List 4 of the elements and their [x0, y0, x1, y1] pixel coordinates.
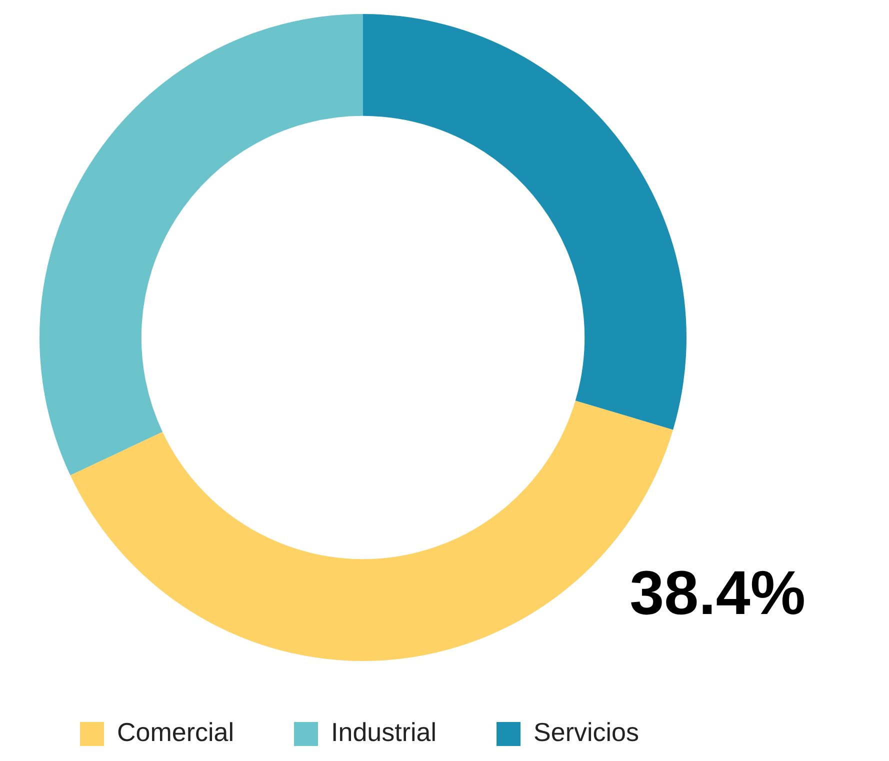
- legend-label: Industrial: [331, 717, 437, 748]
- legend-label: Servicios: [534, 717, 640, 748]
- legend-label: Comercial: [117, 717, 234, 748]
- data-label: 38.4%: [630, 558, 806, 628]
